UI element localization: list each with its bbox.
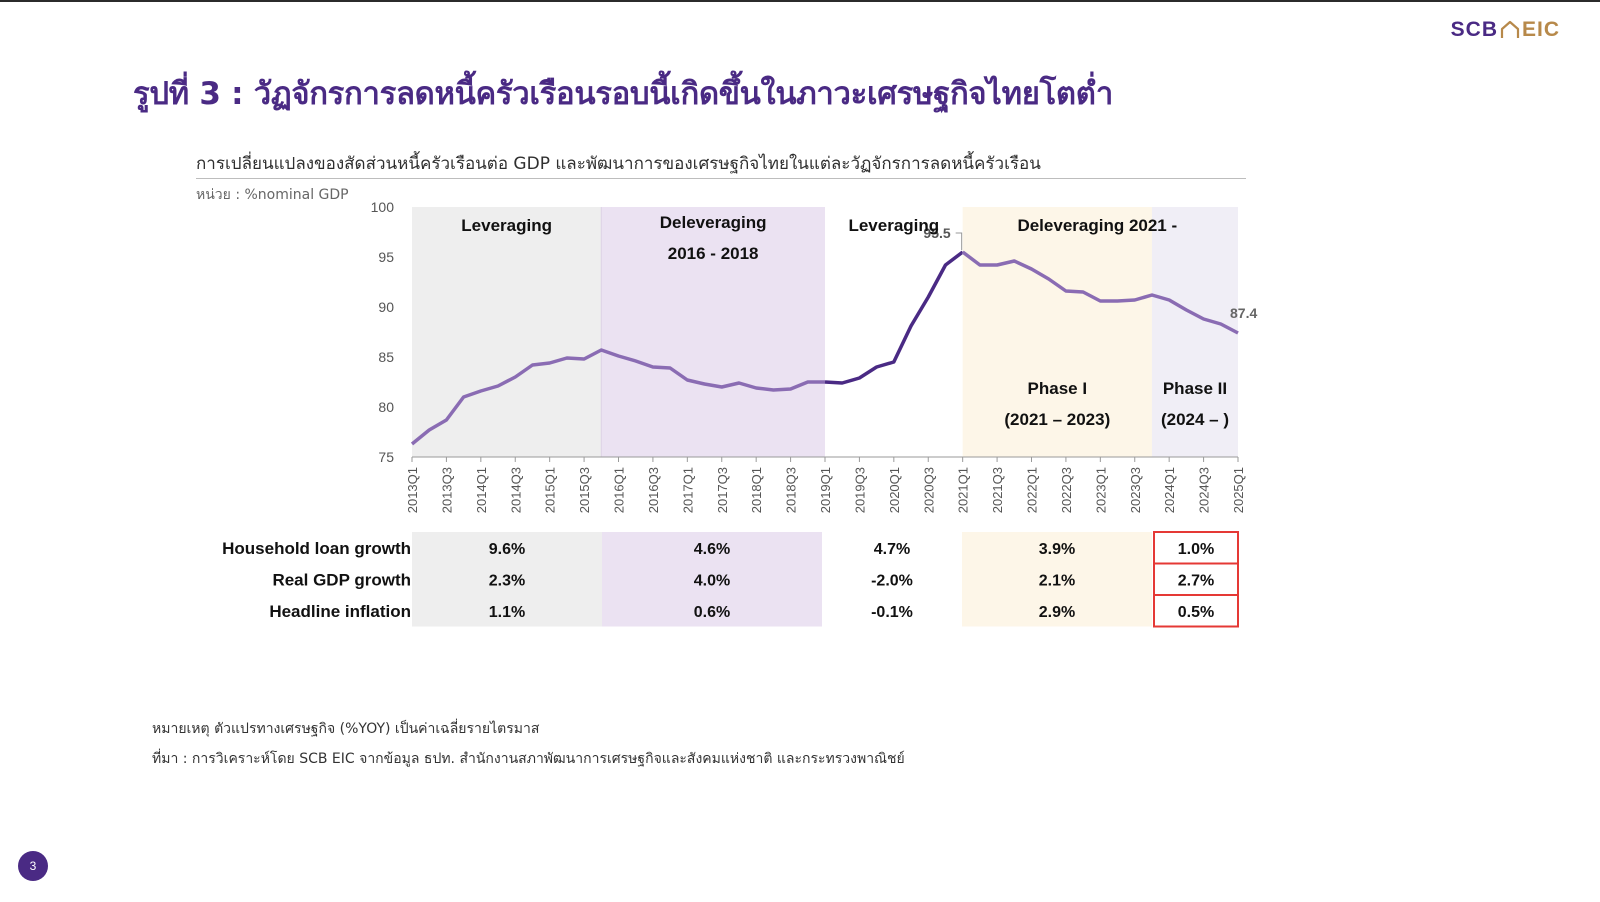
x-tick-label: 2020Q3: [921, 467, 936, 513]
phase-band-leveraging-1: [412, 207, 602, 457]
x-tick-label: 2018Q3: [784, 467, 799, 513]
x-tick-label: 2017Q1: [680, 467, 695, 513]
debt-ratio-line-late: [961, 250, 1239, 335]
peak-leader-line: [955, 232, 963, 250]
x-tick-label: 2014Q1: [474, 467, 489, 513]
x-tick-label: 2023Q3: [1128, 467, 1143, 513]
phase-band-phase-1: [962, 207, 1152, 457]
table-band-leveraging-1: [412, 532, 602, 627]
phase-title-phase-1: Phase I: [1028, 379, 1088, 398]
x-tick-label: 2019Q3: [852, 467, 867, 513]
x-tick-label: 2015Q3: [577, 467, 592, 513]
x-tick-label: 2022Q3: [1059, 467, 1074, 513]
phase-title-leveraging-1: Leveraging: [461, 216, 552, 235]
table-cell: 3.9%: [1039, 541, 1075, 558]
remark-note: หมายเหตุ ตัวแปรทางเศรษฐกิจ (%YOY) เป็นค่…: [152, 721, 540, 737]
table-cell: 4.6%: [694, 541, 730, 558]
table-cell: 1.0%: [1178, 541, 1214, 558]
subtitle-divider: [196, 178, 1246, 179]
table-cell: 2.1%: [1039, 572, 1075, 589]
source-note: ที่มา : การวิเคราะห์โดย SCB EIC จากข้อมู…: [152, 751, 905, 767]
table-cell: 9.6%: [489, 541, 525, 558]
table-cell: 4.7%: [874, 541, 910, 558]
y-tick-label: 75: [378, 449, 394, 465]
phase-period-phase-2: (2024 – ): [1161, 410, 1229, 429]
phase-title-deleveraging-2021: Deleveraging 2021 -: [1017, 216, 1177, 235]
phase-title-deleveraging-1: Deleveraging: [660, 213, 767, 232]
x-tick-label: 2018Q1: [749, 467, 764, 513]
x-tick-label: 2021Q1: [956, 467, 971, 513]
phase-period-deleveraging-1: 2016 - 2018: [668, 244, 759, 263]
table-cell: 0.6%: [694, 604, 730, 621]
highlight-cell-border: [1153, 594, 1239, 628]
table-cell: 4.0%: [694, 572, 730, 589]
table-cell: 0.5%: [1178, 604, 1214, 621]
x-tick-label: 2015Q1: [543, 467, 558, 513]
phase-period-phase-1: (2021 – 2023): [1004, 410, 1110, 429]
table-band-deleveraging-1: [602, 532, 822, 627]
table-cell: 2.3%: [489, 572, 525, 589]
table-cell: -2.0%: [871, 572, 913, 589]
chart-subtitle: การเปลี่ยนแปลงของสัดส่วนหนี้ครัวเรือนต่อ…: [196, 154, 1041, 174]
x-tick-label: 2013Q1: [405, 467, 420, 513]
table-cell: 1.1%: [489, 604, 525, 621]
x-tick-label: 2024Q1: [1162, 467, 1177, 513]
unit-label: หน่วย : %nominal GDP: [196, 187, 349, 203]
top-rule: [0, 0, 1600, 2]
y-tick-label: 100: [371, 199, 395, 215]
table-row-header: Household loan growth: [222, 539, 411, 558]
table-row-header: Real GDP growth: [272, 570, 411, 589]
table-row-header: Headline inflation: [269, 602, 411, 621]
y-tick-label: 90: [378, 299, 394, 315]
peak-value-label: 95.5: [923, 225, 950, 241]
x-tick-label: 2021Q3: [990, 467, 1005, 513]
x-tick-label: 2023Q1: [1093, 467, 1108, 513]
phase-title-leveraging-2: Leveraging: [848, 216, 939, 235]
x-tick-label: 2022Q1: [1025, 467, 1040, 513]
page-number-badge: 3: [18, 851, 48, 881]
scb-eic-logo: SCB EIC: [1451, 18, 1560, 42]
x-tick-label: 2025Q1: [1231, 467, 1246, 513]
y-tick-label: 80: [378, 399, 394, 415]
y-tick-label: 95: [378, 249, 394, 265]
x-tick-label: 2014Q3: [508, 467, 523, 513]
phase-band-phase-2: [1151, 207, 1238, 457]
logo-scb-text: SCB: [1450, 18, 1498, 41]
phase-band-deleveraging-1: [601, 207, 825, 457]
x-tick-label: 2016Q3: [646, 467, 661, 513]
x-tick-label: 2017Q3: [715, 467, 730, 513]
house-icon: [1500, 20, 1520, 38]
x-tick-label: 2016Q1: [612, 467, 627, 513]
logo-eic-text: EIC: [1521, 18, 1560, 41]
table-cell: -0.1%: [871, 604, 913, 621]
y-tick-label: 85: [378, 349, 394, 365]
x-tick-label: 2024Q3: [1197, 467, 1212, 513]
table-band-phase-1: [962, 532, 1152, 627]
debt-ratio-line-leveraging: [824, 250, 964, 385]
table-cell: 2.7%: [1178, 572, 1214, 589]
x-tick-label: 2019Q1: [818, 467, 833, 513]
x-tick-label: 2020Q1: [887, 467, 902, 513]
latest-value-label: 87.4: [1230, 305, 1257, 321]
phase-title-phase-2: Phase II: [1163, 379, 1227, 398]
debt-ratio-line-early: [410, 348, 825, 446]
page-title: รูปที่ 3 : วัฏจักรการลดหนี้ครัวเรือนรอบน…: [133, 76, 1113, 112]
x-tick-label: 2013Q3: [439, 467, 454, 513]
table-cell: 2.9%: [1039, 604, 1075, 621]
